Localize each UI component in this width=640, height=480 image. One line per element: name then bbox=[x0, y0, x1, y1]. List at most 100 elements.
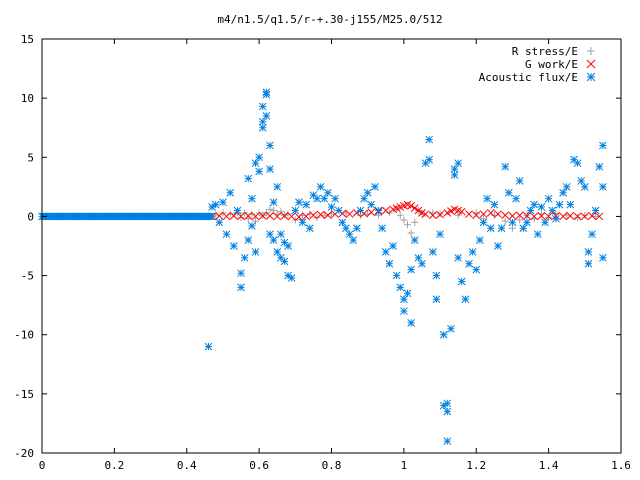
data-point bbox=[544, 212, 553, 221]
data-point bbox=[432, 295, 441, 304]
data-point bbox=[287, 274, 296, 282]
data-point bbox=[277, 208, 285, 216]
data-point bbox=[360, 194, 368, 203]
data-point bbox=[472, 265, 481, 274]
data-point bbox=[530, 200, 539, 209]
data-point bbox=[591, 206, 600, 215]
data-point bbox=[425, 155, 434, 164]
data-point bbox=[266, 230, 274, 239]
data-point bbox=[237, 283, 245, 292]
data-point bbox=[580, 183, 589, 191]
data-point bbox=[222, 230, 231, 239]
data-point bbox=[533, 230, 542, 239]
data-point bbox=[450, 165, 459, 173]
data-point bbox=[454, 211, 462, 219]
series-g-work-e bbox=[208, 200, 604, 221]
y-tick-label: -20 bbox=[14, 447, 34, 460]
data-point bbox=[211, 200, 220, 209]
x-tick-label: 1.6 bbox=[611, 459, 631, 472]
data-point bbox=[566, 200, 575, 209]
data-point bbox=[436, 230, 444, 239]
data-point bbox=[396, 211, 404, 219]
data-point bbox=[516, 216, 524, 224]
data-point bbox=[258, 117, 267, 126]
data-point bbox=[284, 242, 292, 250]
axes: 0 0.2 0.4 0.6 0.8 1 1.2 1.4 1.6 15 10 5 0 -5 -10 -15 -20 bbox=[14, 33, 631, 472]
data-point bbox=[316, 210, 325, 219]
data-point bbox=[389, 242, 397, 250]
data-point bbox=[490, 200, 499, 209]
data-point bbox=[428, 248, 437, 256]
data-point bbox=[436, 210, 444, 219]
data-point bbox=[410, 204, 419, 213]
data-point bbox=[523, 218, 531, 227]
data-point bbox=[595, 162, 604, 171]
data-point bbox=[418, 259, 426, 268]
data-point bbox=[407, 319, 415, 327]
data-point bbox=[400, 307, 408, 315]
data-point bbox=[219, 198, 227, 207]
data-point bbox=[512, 194, 520, 203]
data-point bbox=[584, 248, 593, 256]
data-point bbox=[222, 212, 231, 221]
data-point bbox=[494, 210, 502, 218]
data-point bbox=[381, 206, 390, 215]
data-point bbox=[356, 206, 365, 215]
data-point bbox=[258, 211, 267, 220]
data-point bbox=[432, 271, 441, 280]
data-point bbox=[392, 271, 401, 280]
data-point bbox=[229, 242, 238, 250]
plot-frame bbox=[41, 38, 622, 454]
x-tick-label: 1 bbox=[401, 459, 408, 472]
data-point bbox=[504, 188, 513, 197]
data-point bbox=[457, 207, 466, 216]
y-tick-label: 0 bbox=[27, 210, 34, 223]
data-point bbox=[251, 248, 260, 256]
data-point bbox=[599, 253, 607, 262]
x-tick-label: 0.6 bbox=[249, 459, 269, 472]
data-point bbox=[530, 212, 539, 221]
data-point bbox=[291, 206, 300, 215]
data-point bbox=[443, 407, 452, 416]
data-point bbox=[280, 211, 289, 220]
data-point bbox=[599, 141, 607, 150]
legend-label: R stress/E bbox=[512, 45, 578, 58]
x-tick-label: 0.8 bbox=[322, 459, 342, 472]
data-point bbox=[345, 230, 354, 239]
x-tick-label: 1.4 bbox=[539, 459, 559, 472]
data-point bbox=[381, 248, 390, 256]
data-point bbox=[331, 194, 339, 203]
data-point bbox=[367, 200, 376, 209]
data-point bbox=[262, 112, 271, 120]
x-tick-label: 1.2 bbox=[466, 459, 486, 472]
data-point bbox=[566, 211, 575, 220]
data-point bbox=[374, 206, 383, 215]
data-point bbox=[407, 265, 415, 274]
data-point bbox=[244, 236, 253, 244]
data-point bbox=[526, 206, 535, 215]
data-point bbox=[454, 159, 463, 168]
data-point bbox=[508, 211, 517, 220]
data-point bbox=[457, 277, 466, 286]
data-point bbox=[559, 188, 567, 197]
data-point bbox=[508, 218, 517, 227]
data-point bbox=[237, 269, 245, 278]
data-point bbox=[248, 222, 256, 230]
x-tick-label: 0.4 bbox=[177, 459, 197, 472]
data-point bbox=[447, 324, 455, 333]
legend-label: G work/E bbox=[525, 58, 578, 71]
data-point bbox=[342, 224, 350, 233]
data-point bbox=[229, 211, 238, 220]
data-point bbox=[324, 211, 332, 220]
data-point bbox=[581, 211, 589, 219]
data-point bbox=[501, 162, 510, 171]
y-tick-label: 15 bbox=[21, 33, 34, 46]
data-point bbox=[237, 212, 245, 221]
data-point bbox=[515, 211, 524, 220]
data-point bbox=[523, 211, 531, 220]
data-point bbox=[266, 205, 274, 213]
legend-marker bbox=[587, 47, 595, 55]
data-point bbox=[559, 212, 567, 221]
data-point bbox=[378, 224, 387, 233]
